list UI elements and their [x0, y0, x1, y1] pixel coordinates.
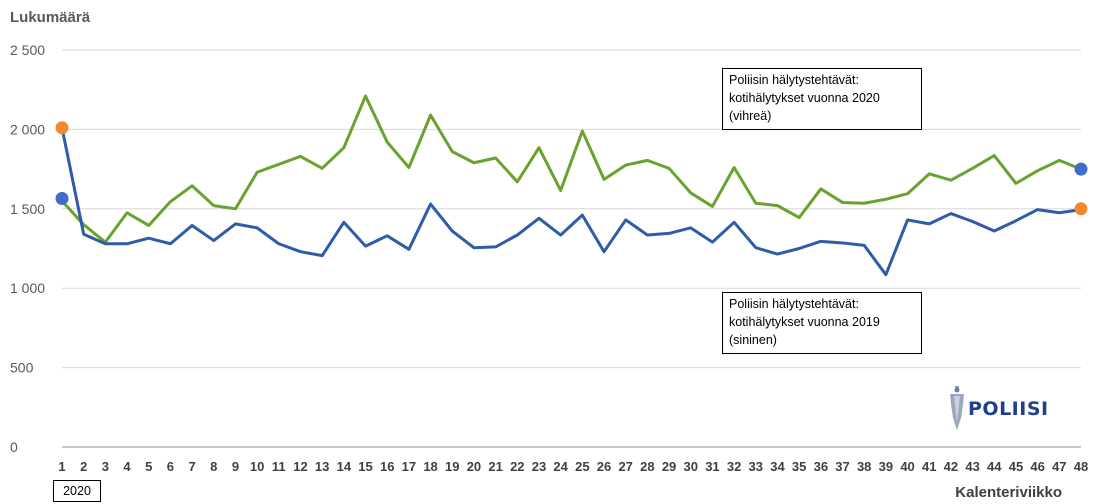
- annotation-line: (vihreä): [729, 107, 915, 125]
- x-tick-label: 4: [123, 459, 131, 474]
- year-label: 2020: [53, 480, 101, 502]
- x-tick-label: 21: [488, 459, 502, 474]
- x-tick-label: 46: [1030, 459, 1044, 474]
- annotation-line: Poliisin hälytystehtävät:: [729, 295, 915, 313]
- x-tick-label: 30: [684, 459, 698, 474]
- gridlines: [62, 50, 1081, 447]
- x-tick-label: 1: [58, 459, 65, 474]
- x-tick-label: 48: [1074, 459, 1088, 474]
- x-tick-labels: 1 2 3 4 5 6 7 8 9 10 11 12 13 14 15 16 17 18 19 20 21 22 23 24 2…: [58, 459, 1088, 474]
- x-tick-label: 35: [792, 459, 806, 474]
- x-tick-label: 31: [705, 459, 719, 474]
- x-tick-label: 12: [293, 459, 307, 474]
- annotation-line: Poliisin hälytystehtävät:: [729, 71, 915, 89]
- series-line-2019: [62, 128, 1081, 275]
- x-tick-label: 19: [445, 459, 459, 474]
- x-tick-label: 40: [900, 459, 914, 474]
- series-line-2020: [62, 96, 1081, 242]
- annotation-line: kotihälytykset vuonna 2020: [729, 89, 915, 107]
- x-tick-label: 10: [250, 459, 264, 474]
- x-tick-label: 45: [1009, 459, 1023, 474]
- x-tick-label: 11: [272, 459, 286, 474]
- x-tick-label: 26: [597, 459, 611, 474]
- x-tick-label: 41: [922, 459, 936, 474]
- x-tick-label: 44: [987, 459, 1002, 474]
- x-tick-label: 33: [749, 459, 763, 474]
- data-point-marker: [1075, 163, 1088, 176]
- x-tick-label: 15: [358, 459, 372, 474]
- x-tick-label: 38: [857, 459, 871, 474]
- x-tick-label: 28: [640, 459, 654, 474]
- poliisi-logo: POLIISI: [946, 384, 1056, 432]
- x-tick-label: 23: [532, 459, 546, 474]
- x-tick-label: 42: [944, 459, 958, 474]
- x-tick-label: 43: [965, 459, 979, 474]
- y-tick-label: 2 500: [10, 42, 45, 58]
- annotation-2020: Poliisin hälytystehtävät: kotihälytykset…: [722, 68, 922, 130]
- x-tick-label: 22: [510, 459, 524, 474]
- y-axis-title: Lukumäärä: [10, 9, 91, 26]
- x-tick-label: 29: [662, 459, 676, 474]
- annotation-line: kotihälytykset vuonna 2019: [729, 313, 915, 331]
- x-tick-label: 32: [727, 459, 741, 474]
- x-tick-label: 27: [618, 459, 632, 474]
- x-tick-label: 36: [814, 459, 828, 474]
- x-tick-label: 8: [210, 459, 217, 474]
- data-point-marker: [56, 192, 69, 205]
- logo-wordmark: POLIISI: [968, 398, 1049, 420]
- series-lines: [62, 96, 1081, 275]
- y-tick-label: 2 000: [10, 121, 45, 137]
- x-tick-label: 24: [553, 459, 568, 474]
- y-tick-label: 0: [10, 439, 18, 455]
- x-tick-label: 37: [835, 459, 849, 474]
- x-tick-label: 13: [315, 459, 329, 474]
- x-tick-label: 20: [467, 459, 481, 474]
- x-tick-label: 14: [337, 459, 352, 474]
- y-tick-label: 500: [10, 360, 34, 376]
- x-tick-label: 17: [402, 459, 416, 474]
- annotation-line: (sininen): [729, 331, 915, 349]
- x-tick-label: 9: [232, 459, 239, 474]
- y-tick-label: 1 000: [10, 280, 45, 296]
- x-tick-label: 18: [423, 459, 437, 474]
- x-axis-title: Kalenteriviikko: [955, 484, 1062, 501]
- x-tick-label: 39: [879, 459, 893, 474]
- x-tick-label: 7: [188, 459, 195, 474]
- x-tick-label: 3: [102, 459, 109, 474]
- x-tick-label: 5: [145, 459, 152, 474]
- x-tick-label: 25: [575, 459, 589, 474]
- data-point-marker: [56, 121, 69, 134]
- x-tick-label: 16: [380, 459, 394, 474]
- police-badge-icon: [946, 384, 968, 432]
- x-tick-label: 2: [80, 459, 87, 474]
- y-tick-labels: 0 500 1 000 1 500 2 000 2 500: [10, 42, 45, 455]
- x-tick-label: 47: [1052, 459, 1066, 474]
- y-tick-label: 1 500: [10, 201, 45, 217]
- data-point-marker: [1075, 202, 1088, 215]
- annotation-2019: Poliisin hälytystehtävät: kotihälytykset…: [722, 292, 922, 354]
- x-tick-label: 6: [167, 459, 174, 474]
- x-tick-label: 34: [770, 459, 785, 474]
